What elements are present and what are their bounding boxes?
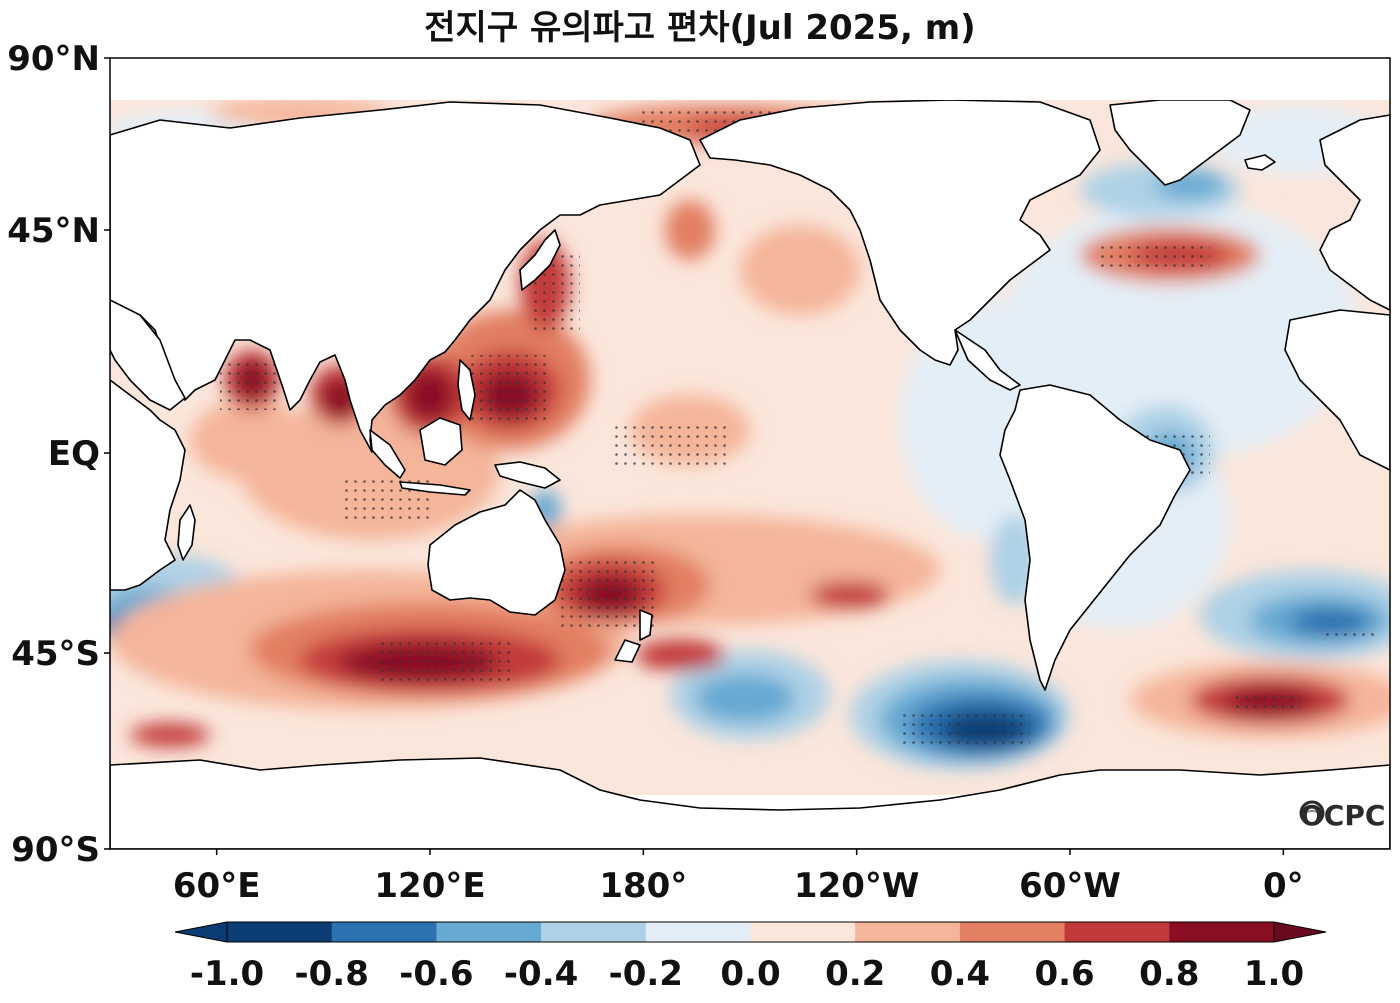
lon-tick-label: 120°W xyxy=(794,866,919,906)
landmass-central-america xyxy=(954,329,1021,391)
lat-tick-label: 45°S xyxy=(11,634,100,674)
longitude-axis: 60°E 120°E 180° 120°W 60°W 0° xyxy=(173,849,1304,906)
anomaly-region xyxy=(190,400,310,480)
colorbar-tick-label: 0.4 xyxy=(930,954,990,994)
lat-tick-label: 90°S xyxy=(11,830,100,870)
landmass-north-america xyxy=(699,99,1101,366)
landmass-arabia xyxy=(110,299,186,411)
colorbar-swatch xyxy=(750,922,856,942)
colorbar-swatch xyxy=(855,922,961,942)
landmass-sumatra xyxy=(369,429,406,479)
anomaly-region xyxy=(1290,608,1370,636)
lat-tick-label: EQ xyxy=(48,434,100,474)
landmass-java xyxy=(399,481,471,496)
colorbar-frame xyxy=(226,921,1275,943)
colorbar-tick-label: -0.6 xyxy=(399,954,473,994)
anomaly-region xyxy=(635,639,725,671)
colorbar-tick-label: 0.2 xyxy=(825,954,885,994)
map-plot-area: OCPC xyxy=(110,58,1390,849)
landmass-africa xyxy=(110,379,186,591)
anomaly-region xyxy=(810,581,890,609)
land-masses xyxy=(110,99,1390,849)
colorbar-swatch xyxy=(541,922,647,942)
colorbar-swatch xyxy=(1169,922,1275,942)
colorbar-tick-label: -1.0 xyxy=(190,954,264,994)
latitude-axis: 90°N 45°N EQ 45°S 90°S xyxy=(7,39,110,870)
lat-tick-label: 90°N xyxy=(7,39,100,79)
anomaly-region xyxy=(665,200,715,260)
landmass-antarctica xyxy=(110,757,1390,849)
colorbar-tick-label: -0.8 xyxy=(295,954,369,994)
landmass-australia xyxy=(427,489,566,616)
landmass-new-zealand xyxy=(614,609,653,663)
colorbar-swatch xyxy=(959,922,1066,942)
colorbar-swatch xyxy=(436,922,542,942)
landmass-japan xyxy=(519,229,561,291)
landmass-europe xyxy=(1319,114,1390,311)
colorbar: -1.0 -0.8 -0.6 -0.4 -0.2 0.0 0.2 0.4 0.6 0.8 1.0 xyxy=(174,921,1327,994)
colorbar-tick-label: -0.4 xyxy=(504,954,578,994)
anomaly-region xyxy=(406,369,454,421)
landmass-madagascar xyxy=(177,504,196,561)
colorbar-tick-label: 1.0 xyxy=(1244,954,1304,994)
landmass-borneo xyxy=(419,417,463,466)
colorbar-swatch xyxy=(645,922,751,942)
lon-tick-label: 0° xyxy=(1263,866,1304,906)
lon-tick-label: 120°E xyxy=(374,866,485,906)
colorbar-tick-label: 0.8 xyxy=(1139,954,1199,994)
landmass-africa-west xyxy=(1284,309,1390,471)
colorbar-swatch xyxy=(1064,922,1170,942)
colorbar-extend-low xyxy=(174,921,228,943)
colorbar-tick-label: 0.6 xyxy=(1034,954,1094,994)
anomaly-region xyxy=(130,723,210,747)
lon-tick-label: 60°E xyxy=(173,866,261,906)
landmass-philippines xyxy=(457,359,476,421)
anomaly-region xyxy=(695,674,795,722)
ocpc-logo-text: OCPC xyxy=(1300,799,1385,832)
lon-tick-label: 180° xyxy=(599,866,687,906)
map-title: 전지구 유의파고 편차(Jul 2025, m) xyxy=(424,8,976,48)
no-data-arctic xyxy=(110,58,1390,100)
landmass-iceland xyxy=(1244,154,1276,171)
lat-tick-label: 45°N xyxy=(7,211,100,251)
landmass-new-guinea xyxy=(494,461,561,489)
colorbar-extend-high xyxy=(1273,921,1327,943)
anomaly-region xyxy=(740,225,860,315)
landmass-south-america xyxy=(999,384,1191,691)
lon-tick-label: 60°W xyxy=(1019,866,1121,906)
ocpc-logo: OCPC xyxy=(1299,799,1385,832)
colorbar-tick-label: -0.2 xyxy=(609,954,683,994)
colorbar-tick-label: 0.0 xyxy=(720,954,780,994)
colorbar-swatch xyxy=(227,922,333,942)
colorbar-swatch xyxy=(331,922,437,942)
landmass-eurasia xyxy=(110,101,701,453)
